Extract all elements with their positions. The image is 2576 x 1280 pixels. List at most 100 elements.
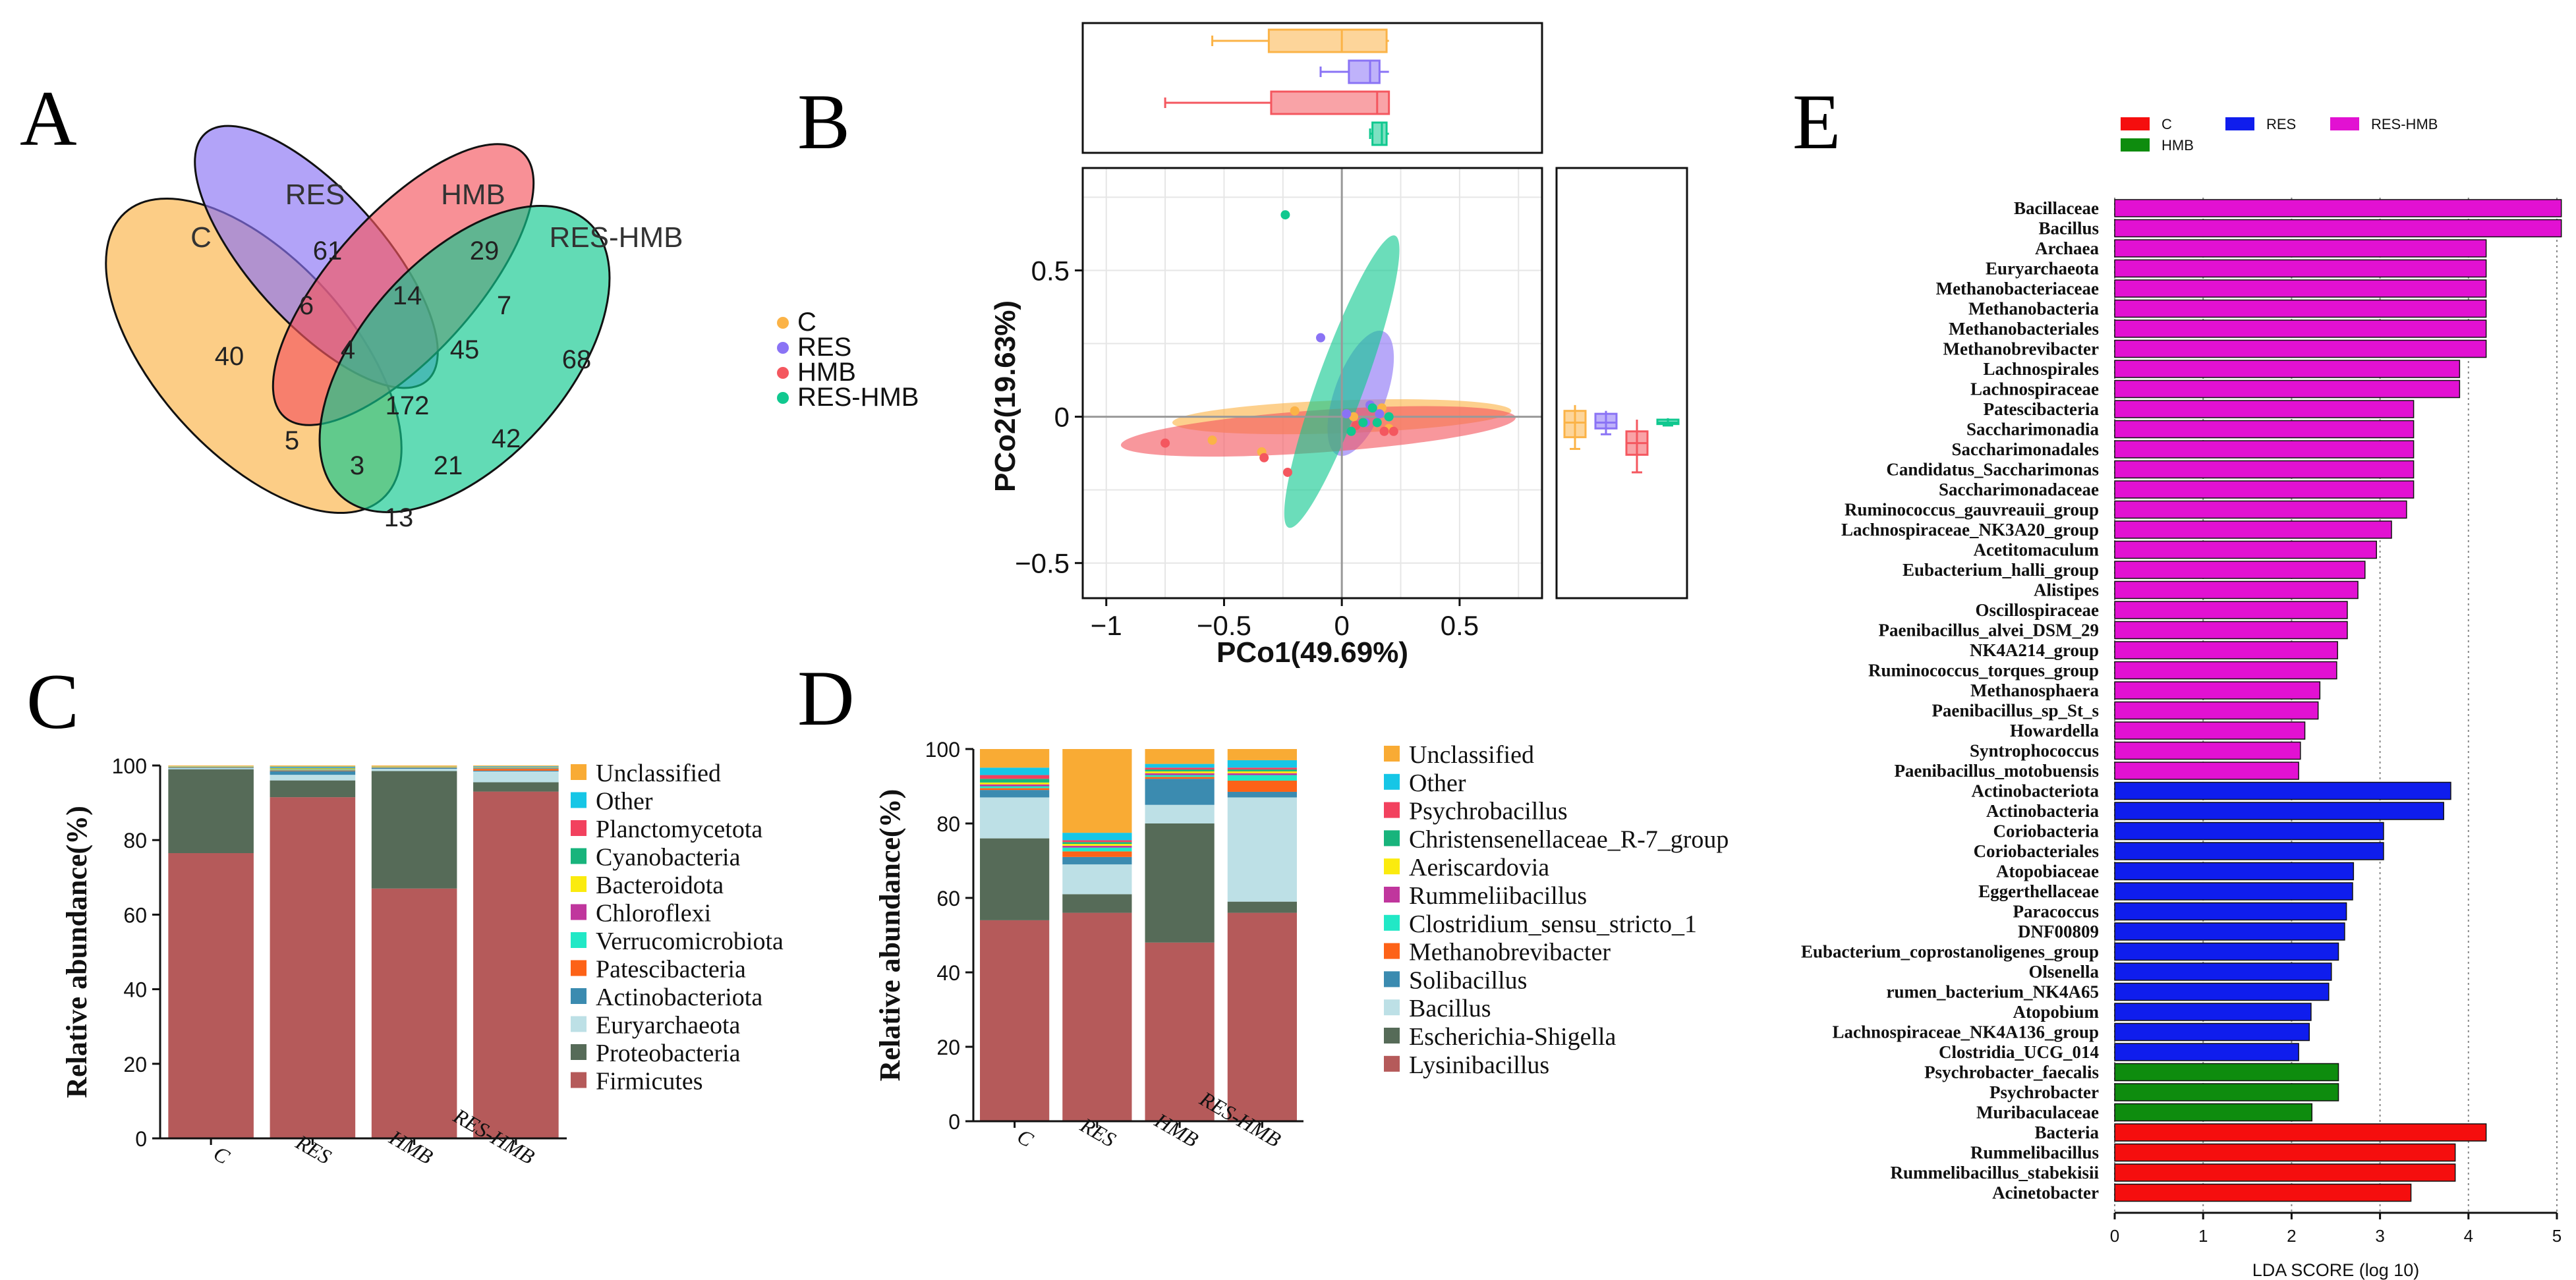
pcoa-ylabel: PCo2(19.63%): [989, 300, 1021, 492]
lda-bar-actinobacteria: [2114, 802, 2444, 820]
pcoa-right-box-res: [1594, 410, 1618, 435]
genus-ytick-label: 80: [936, 812, 960, 836]
genus-bar-segment-hmb-escherichia-shigella: [1145, 823, 1215, 943]
phylum-bar-segment-hmb-actinobacteriota: [371, 767, 457, 769]
phylum-bar-segment-hmb-proteobacteria: [371, 771, 457, 889]
pcoa-legend-label-c: C: [797, 308, 816, 337]
lda-xtick-label: 0: [2110, 1226, 2119, 1246]
lda-bar-label-rumen-bacterium-nk4a65: rumen_bacterium_NK4A65: [1887, 982, 2099, 1002]
lda-bar-candidatus-saccharimonas: [2114, 460, 2415, 479]
phylum-bar-segment-hmb-firmicutes: [371, 888, 457, 1138]
lda-bar-alistipes: [2114, 580, 2359, 599]
genus-legend-swatch-other: [1384, 773, 1400, 790]
genus-legend-label-psychrobacillus: Psychrobacillus: [1409, 798, 1568, 825]
lda-bar-label-euryarchaeota: Euryarchaeota: [1986, 259, 2099, 279]
lda-bar-label-saccharimonadia: Saccharimonadia: [1966, 420, 2100, 439]
venn-count-c-hmb-res-hmb: 3: [350, 451, 364, 480]
box-body: [1563, 410, 1587, 439]
lda-legend-label-hmb: HMB: [2161, 137, 2194, 153]
lda-bar-label-oscillospiraceae: Oscillospiraceae: [1976, 600, 2099, 620]
phylum-bar-segment-res-hmb-firmicutes: [473, 791, 559, 1138]
panel-label-e: E: [1792, 78, 1841, 165]
genus-bar-segment-c-christensenellaceae-r-7-group: [980, 779, 1050, 783]
genus-bar-segment-hmb-methanobrevibacter: [1145, 777, 1215, 779]
box-body: [1348, 59, 1381, 84]
lda-bar-label-bacillus: Bacillus: [2038, 219, 2099, 238]
phylum-legend-label-unclassified: Unclassified: [596, 760, 721, 787]
lda-bar-psychrobacter: [2114, 1083, 2339, 1101]
genus-bar-segment-res-clostridium-sensu-stricto-1: [1062, 847, 1132, 852]
lda-bar-chart: BacillaceaeBacillusArchaeaEuryarchaeotaM…: [1801, 116, 2562, 1280]
phylum-bar-segment-hmb-euryarchaeota: [371, 769, 457, 771]
box-body: [1371, 121, 1388, 146]
venn-set-label-res: RES: [285, 179, 345, 211]
genus-legend-label-christensenellaceae-r-7-group: Christensenellaceae_R-7_group: [1409, 825, 1729, 853]
venn-set-res-hmb: [318, 205, 611, 513]
lda-xtick-label: 5: [2552, 1226, 2562, 1246]
lda-bar-label-rummelibacillus-stabekisii: Rummelibacillus_stabekisii: [1890, 1163, 2099, 1183]
lda-bar-methanobacteriaceae: [2114, 279, 2487, 298]
genus-legend-label-aeriscardovia: Aeriscardovia: [1409, 854, 1549, 881]
phylum-legend-label-planctomycetota: Planctomycetota: [596, 816, 762, 843]
lda-bar-methanobrevibacter: [2114, 339, 2487, 358]
phylum-bar-segment-res-hmb-chloroflexi: [473, 767, 559, 769]
lda-bar-paenibacillus-sp-st-s: [2114, 701, 2319, 720]
box-body: [1594, 412, 1618, 430]
lda-bar-ruminococcus-gauvreauii-group: [2114, 500, 2407, 519]
pcoa-point-hmb: [1160, 438, 1170, 448]
lda-bar-label-bacillaceae: Bacillaceae: [2014, 198, 2099, 218]
phylum-bar-segment-c-proteobacteria: [168, 769, 254, 854]
genus-legend-swatch-clostridium-sensu-stricto-1: [1384, 914, 1400, 931]
lda-legend-swatch-res-hmb: [2330, 117, 2359, 130]
genus-legend-swatch-psychrobacillus: [1384, 802, 1400, 818]
genus-bar-segment-c-other: [980, 767, 1050, 775]
lda-bar-ruminococcus-torques-group: [2114, 661, 2337, 680]
genus-bar-segment-hmb-solibacillus: [1145, 779, 1215, 805]
lda-bar-label-coriobacteriales: Coriobacteriales: [1974, 841, 2099, 861]
venn-count-c-res: 6: [299, 291, 314, 320]
lda-bar-label-ruminococcus-torques-group: Ruminococcus_torques_group: [1868, 661, 2099, 681]
phylum-bar-segment-c-firmicutes: [168, 853, 254, 1138]
lda-bar-euryarchaeota: [2114, 259, 2487, 278]
genus-bar-segment-res-hmb-solibacillus: [1227, 791, 1297, 798]
lda-bar-eggerthellaceae: [2114, 882, 2353, 901]
pcoa-legend-marker-hmb: [777, 367, 789, 379]
genus-bar-segment-c-escherichia-shigella: [980, 838, 1050, 920]
phylum-bar-segment-c-actinobacteriota: [168, 767, 254, 768]
lda-bar-label-dnf00809: DNF00809: [2018, 922, 2099, 941]
genus-bar-segment-res-hmb-escherichia-shigella: [1227, 901, 1297, 913]
genus-bar-segment-c-unclassified: [980, 749, 1050, 768]
lda-bar-oscillospiraceae: [2114, 601, 2348, 619]
lda-bar-psychrobacter-faecalis: [2114, 1063, 2339, 1082]
lda-bar-acinetobacter: [2114, 1183, 2412, 1202]
phylum-bar-segment-res-hmb-other: [473, 766, 559, 767]
genus-bar-segment-res-hmb-bacillus: [1227, 797, 1297, 902]
venn-diagram: C RES HMB RES-HMB 40 61 29 68 6 14 7 4 45 172 5 42 3 21 13: [105, 125, 683, 532]
pcoa-legend-label-res: RES: [797, 333, 851, 362]
phylum-bar-segment-res-unclassified: [270, 765, 356, 767]
genus-category-label-c: C: [1014, 1124, 1038, 1152]
pcoa-legend-marker-c: [777, 317, 789, 329]
lda-bar-methanobacteria: [2114, 299, 2487, 318]
lda-bar-label-saccharimonadaceae: Saccharimonadaceae: [1939, 480, 2099, 499]
phylum-legend-swatch-other: [571, 792, 587, 808]
lda-bar-howardella: [2114, 721, 2306, 740]
lda-bar-label-paracoccus: Paracoccus: [2013, 902, 2099, 922]
lda-bar-label-olsenella: Olsenella: [2029, 962, 2100, 982]
genus-legend-swatch-bacillus: [1384, 999, 1400, 1016]
genus-bar-segment-res-psychrobacillus: [1062, 840, 1132, 843]
phylum-ytick-label: 60: [123, 903, 147, 927]
lda-bar-acetitomaculum: [2114, 540, 2377, 559]
phylum-legend-label-chloroflexi: Chloroflexi: [596, 900, 711, 928]
phylum-bar-segment-res-patescibacteria: [270, 770, 356, 771]
genus-bar-segment-res-methanobrevibacter: [1062, 851, 1132, 857]
lda-bar-muribaculaceae: [2114, 1103, 2313, 1122]
pcoa-top-box-res-hmb: [1369, 121, 1389, 146]
phylum-bar-segment-res-chloroflexi: [270, 769, 356, 770]
pcoa-right-box-c: [1563, 404, 1587, 450]
lda-bar-label-eggerthellaceae: Eggerthellaceae: [1978, 881, 2099, 901]
lda-bar-bacillaceae: [2114, 199, 2562, 217]
pcoa-point-res: [1316, 333, 1326, 343]
lda-bar-label-ruminococcus-gauvreauii-group: Ruminococcus_gauvreauii_group: [1845, 500, 2099, 520]
genus-ytick-label: 0: [948, 1110, 960, 1134]
